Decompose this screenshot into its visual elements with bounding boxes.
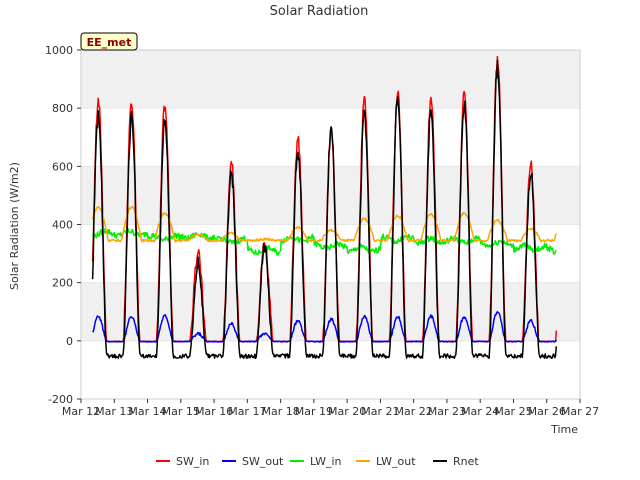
site-badge-label: EE_met xyxy=(87,36,132,49)
x-tick-label: Mar 25 xyxy=(494,405,532,418)
x-tick-label: Mar 15 xyxy=(162,405,200,418)
site-badge-box xyxy=(80,32,138,51)
x-tick-label: Mar 19 xyxy=(295,405,333,418)
x-tick-label: Mar 12 xyxy=(62,405,100,418)
y-tick-label: 200 xyxy=(52,277,73,290)
x-tick-label: Mar 26 xyxy=(528,405,566,418)
x-tick-label: Mar 17 xyxy=(228,405,266,418)
legend-label-lw-out: LW_out xyxy=(376,455,416,468)
series-line-lw-out xyxy=(91,205,557,243)
series-layer xyxy=(91,55,558,360)
legend-label-sw-in: SW_in xyxy=(176,455,209,468)
x-tick-label: Mar 20 xyxy=(328,405,366,418)
legend-label-lw-in: LW_in xyxy=(310,455,342,468)
y-axis-ticks: -200 0 200 400 600 800 1000 xyxy=(45,44,81,406)
legend: SW_in SW_out LW_in LW_out Rnet xyxy=(156,455,479,468)
x-tick-label: Mar 23 xyxy=(428,405,466,418)
background-band xyxy=(81,166,580,225)
y-tick-label: 0 xyxy=(66,335,73,348)
legend-label-sw-out: SW_out xyxy=(242,455,284,468)
x-tick-label: Mar 18 xyxy=(261,405,299,418)
y-tick-label: 600 xyxy=(52,160,73,173)
y-axis-label: Solar Radiation (W/m2) xyxy=(8,162,21,290)
x-tick-label: Mar 21 xyxy=(361,405,399,418)
y-tick-label: 1000 xyxy=(45,44,73,57)
legend-label-rnet: Rnet xyxy=(453,455,479,468)
x-tick-label: Mar 24 xyxy=(461,405,499,418)
x-tick-label: Mar 27 xyxy=(561,405,599,418)
background-band xyxy=(81,50,580,109)
x-tick-label: Mar 14 xyxy=(128,405,166,418)
y-tick-label: -200 xyxy=(48,393,73,406)
series-line-rnet xyxy=(91,59,558,360)
x-tick-label: Mar 22 xyxy=(395,405,433,418)
y-tick-label: 800 xyxy=(52,102,73,115)
x-axis-label: Time xyxy=(550,423,578,436)
x-tick-label: Mar 13 xyxy=(95,405,133,418)
site-badge: EE_met xyxy=(80,32,138,51)
x-tick-label: Mar 16 xyxy=(195,405,233,418)
chart-title: Solar Radiation xyxy=(270,4,369,19)
y-tick-label: 400 xyxy=(52,219,73,232)
